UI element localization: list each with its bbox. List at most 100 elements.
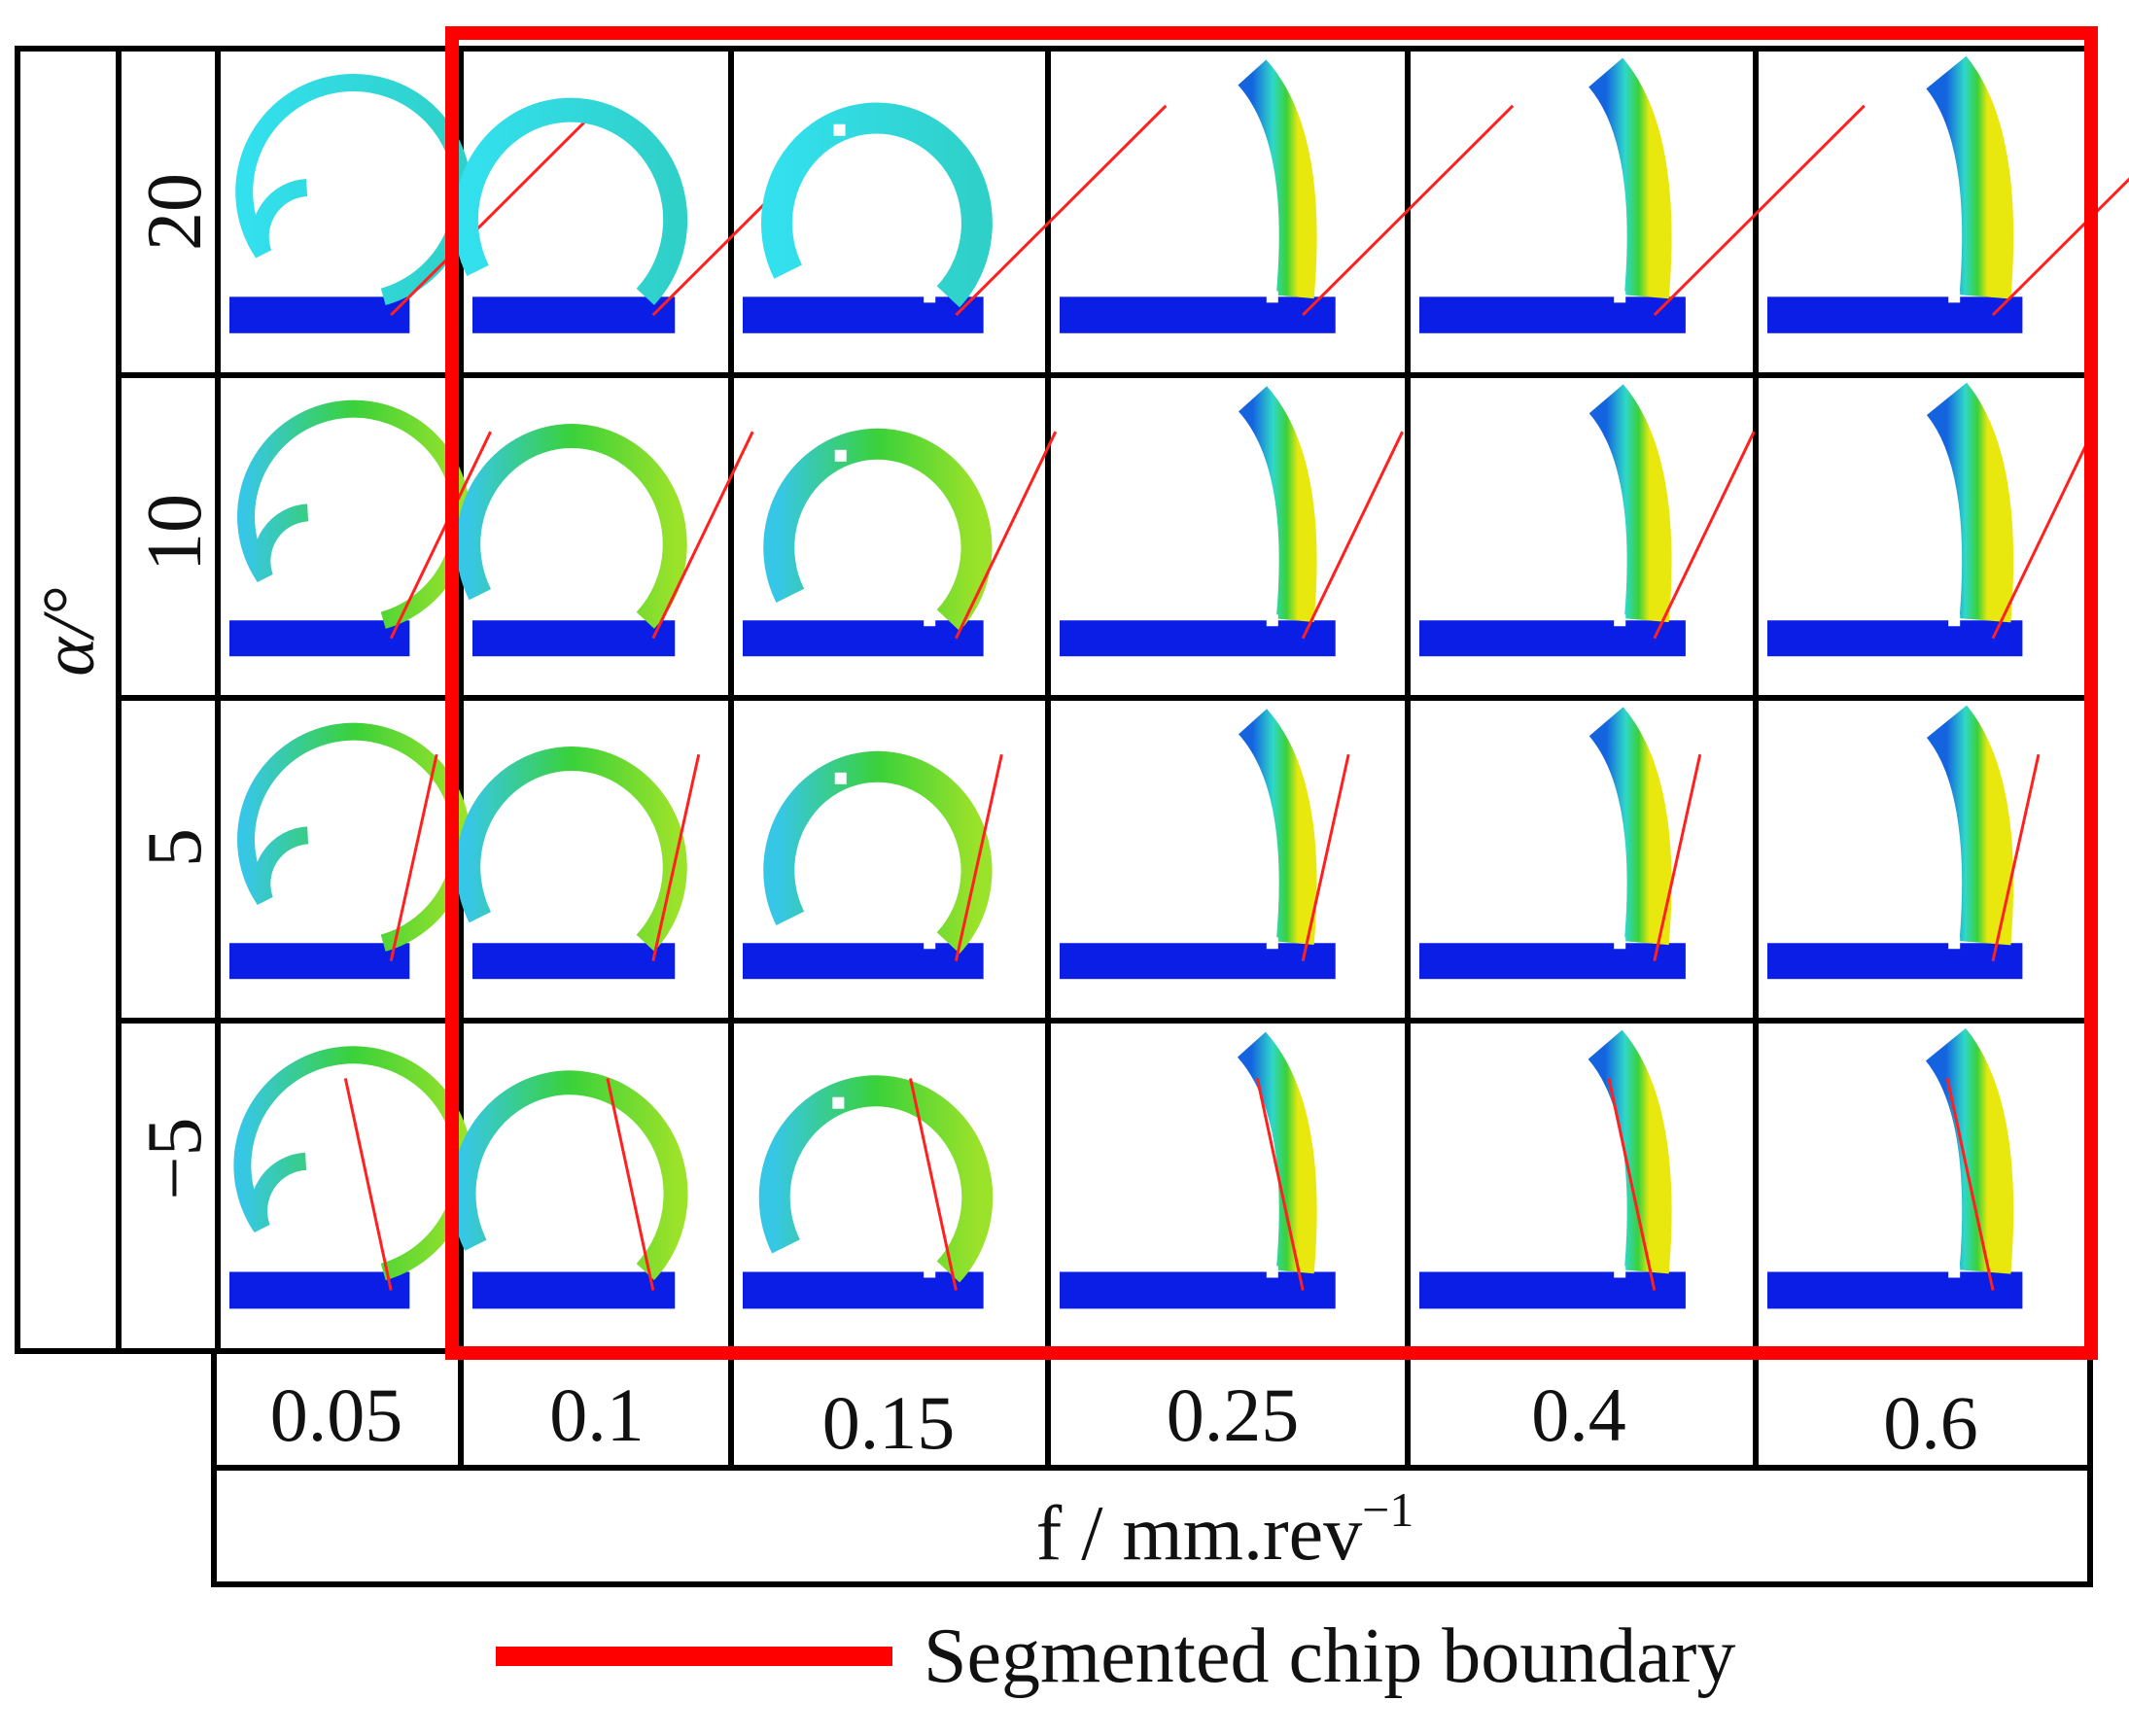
- chip-segment-notch: [1242, 530, 1255, 542]
- chip-segment-notch: [1914, 482, 1927, 495]
- chip-segment-notch: [905, 581, 918, 594]
- simulation-thumbnail: [743, 1075, 994, 1309]
- workpiece-block: [229, 620, 410, 657]
- chip-segment-notch: [1219, 445, 1232, 457]
- chip-segment-notch: [888, 224, 900, 236]
- workpiece-block: [1060, 620, 1336, 657]
- chip-shape: [1238, 709, 1317, 945]
- chip-segment-notch: [1937, 246, 1949, 259]
- x-label-row: [211, 1465, 2093, 1587]
- workpiece-block: [1060, 296, 1336, 333]
- tool-rake-face: [1301, 431, 1404, 640]
- chip-shape: [1238, 386, 1317, 622]
- chip-segment-notch: [852, 157, 864, 170]
- workpiece-block: [229, 1271, 410, 1309]
- chip-segment-notch: [1600, 240, 1613, 253]
- chip-shape: [1588, 384, 1672, 623]
- chip-segment-notch: [1902, 1086, 1915, 1098]
- rake-angle-label: 5: [132, 828, 218, 867]
- workpiece-block: [1419, 943, 1686, 980]
- chip-segment-notch: [1219, 768, 1232, 780]
- chip-shape: [1237, 1031, 1317, 1274]
- chip-segment-notch: [1607, 589, 1620, 602]
- chip-segment-notch: [1614, 291, 1626, 303]
- workpiece-block: [1767, 943, 2023, 980]
- workpiece-block: [472, 296, 676, 333]
- simulation-thumbnail: [1419, 57, 1866, 333]
- chip-segment-notch: [1614, 614, 1626, 627]
- simulation-thumbnail: [1419, 707, 1702, 980]
- chip-segment-notch: [1920, 179, 1933, 191]
- chip-segment-notch: [870, 838, 883, 851]
- workpiece-block: [1767, 620, 2023, 657]
- tool-rake-face: [651, 753, 701, 962]
- workpiece-block: [1767, 296, 2023, 333]
- simulation-thumbnail: [1767, 1027, 2023, 1309]
- chip-segment-notch: [1250, 1207, 1263, 1220]
- chip-segment-notch: [1587, 1164, 1599, 1177]
- chip-segment-notch: [1581, 491, 1593, 503]
- simulation-thumbnail: [1767, 705, 2041, 980]
- chip-shape: [763, 750, 993, 955]
- chip-segment-notch: [1942, 1243, 1955, 1256]
- chip-segment-notch: [1258, 261, 1271, 274]
- chip-shape: [451, 1070, 688, 1280]
- feed-label-row: [211, 1348, 2093, 1471]
- chip-segment-notch: [924, 614, 936, 627]
- workpiece-block: [1419, 620, 1686, 657]
- chip-segment-notch: [1241, 1179, 1254, 1192]
- tool-rake-face: [909, 1078, 958, 1291]
- chip-segment-notch: [1226, 1121, 1239, 1133]
- chip-shape: [758, 1075, 994, 1283]
- chip-segment-notch: [1909, 783, 1922, 796]
- workpiece-block: [743, 620, 984, 657]
- chip-segment-notch: [1580, 165, 1592, 178]
- chip-segment-notch: [1235, 824, 1247, 837]
- chip-segment-notch: [1931, 224, 1943, 236]
- chip-segment-notch: [1914, 157, 1927, 170]
- simulation-thumbnail: [451, 1070, 688, 1309]
- chip-segment-notch: [869, 191, 882, 203]
- chip-segment-notch: [1574, 788, 1587, 801]
- chip-segment-notch: [1218, 119, 1231, 131]
- chip-segment-notch: [1234, 176, 1246, 189]
- tool-rake-face: [1991, 177, 2129, 317]
- chip-segment-notch: [868, 1164, 881, 1177]
- chip-segment-notch: [1574, 466, 1587, 478]
- chip-segment-notch: [905, 258, 918, 270]
- y-axis-label: α/°: [28, 587, 110, 676]
- x-axis-label-superscript: −1: [1362, 1482, 1414, 1537]
- chip-segment-notch: [1573, 1114, 1586, 1127]
- workpiece-block: [229, 296, 410, 333]
- rake-angle-label: 10: [132, 494, 218, 572]
- chip-segment-notch: [1948, 291, 1961, 303]
- legend-label: Segmented chip boundary: [924, 1614, 1735, 1699]
- alpha-label-cell: [15, 46, 122, 1354]
- tool-rake-face: [651, 431, 754, 640]
- chip-segment-notch: [1600, 565, 1613, 577]
- simulation-thumbnail: [1060, 386, 1404, 657]
- chip-segment-notch: [1926, 201, 1938, 214]
- chip-segment-notch: [1266, 291, 1278, 303]
- tool-rake-face: [1991, 753, 2041, 962]
- workpiece-block: [743, 943, 984, 980]
- simulation-thumbnail: [1060, 1031, 1336, 1309]
- chip-shape: [237, 399, 471, 629]
- tool-rake-face: [1991, 431, 2094, 640]
- rake-angle-labels: 20 10 5 −5: [132, 173, 218, 1200]
- chip-segment-notch: [1914, 805, 1927, 817]
- chip-shape: [456, 423, 687, 629]
- simulation-thumbnail: [1060, 59, 1515, 333]
- simulation-thumbnail: [1419, 384, 1756, 657]
- chip-shape: [1925, 1027, 2014, 1274]
- chip-segment-notch: [1925, 1175, 1937, 1188]
- chip-segment-notch: [1902, 113, 1915, 125]
- chip-segment-notch: [1266, 1266, 1278, 1278]
- workpiece-block: [472, 943, 676, 980]
- chip-segment-notch: [1607, 912, 1620, 924]
- simulation-thumbnail: [743, 102, 1168, 333]
- chip-segment-notch: [1588, 838, 1600, 851]
- chip-segment-notch: [1567, 441, 1580, 454]
- chip-shape: [760, 102, 993, 308]
- chip-shape: [237, 722, 471, 952]
